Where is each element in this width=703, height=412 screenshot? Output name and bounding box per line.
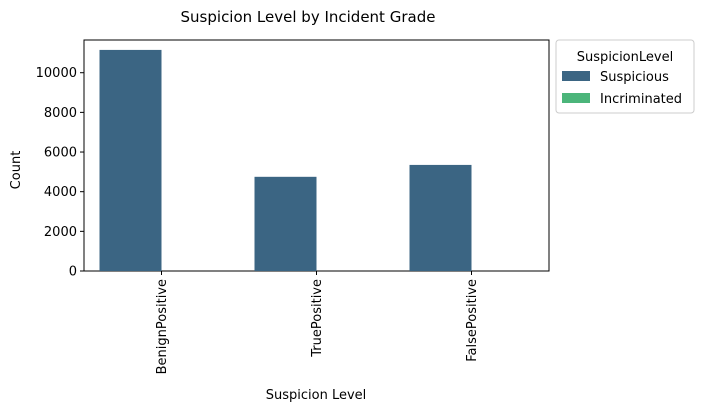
legend-label-incriminated: Incriminated: [600, 92, 682, 107]
bar-suspicious-truepositive: [254, 176, 317, 271]
legend-title: SuspicionLevel: [577, 50, 673, 65]
legend-items: Suspicious Incriminated: [562, 70, 682, 107]
y-tick-label: 4000: [44, 185, 77, 200]
x-tick-label: FalsePositive: [465, 279, 480, 362]
y-axis-label: Count: [9, 151, 24, 190]
chart-title: Suspicion Level by Incident Grade: [181, 8, 436, 26]
bar-suspicious-falsepositive: [409, 164, 472, 271]
legend-frame: [555, 39, 695, 114]
legend: SuspicionLevel Suspicious Incriminated: [555, 39, 695, 114]
y-tick-label: 10000: [36, 66, 77, 81]
bars: [99, 49, 472, 272]
x-tick-label: BenignPositive: [155, 279, 170, 374]
y-tick-label: 6000: [44, 146, 77, 161]
y-tick-label: 0: [69, 265, 77, 280]
x-tick-label: TruePositive: [310, 279, 325, 358]
y-axis: 0 2000 4000 6000 8000 10000: [36, 66, 84, 280]
legend-label-suspicious: Suspicious: [600, 70, 669, 85]
legend-swatch-incriminated: [562, 93, 590, 103]
legend-swatch-suspicious: [562, 71, 590, 81]
x-axis: BenignPositive TruePositive FalsePositive: [155, 271, 480, 374]
y-tick-label: 2000: [44, 225, 77, 240]
y-tick-label: 8000: [44, 106, 77, 121]
x-axis-label: Suspicion Level: [266, 388, 367, 403]
bar-suspicious-benignpositive: [99, 49, 162, 272]
